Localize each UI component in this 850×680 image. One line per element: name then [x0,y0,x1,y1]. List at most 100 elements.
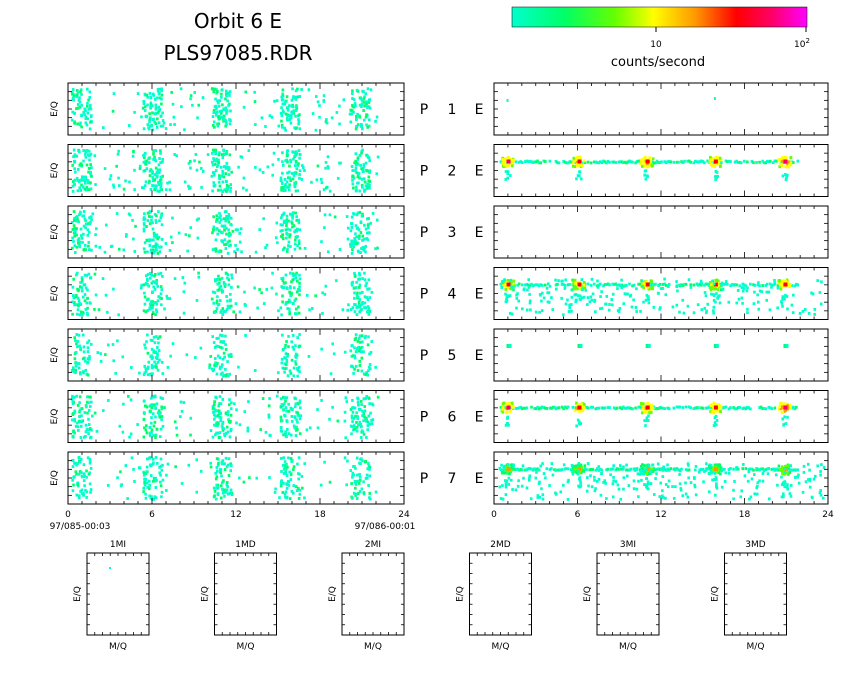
data-cell [284,406,288,410]
data-cell [87,472,91,476]
data-cell [551,308,555,312]
data-cell [352,406,355,409]
data-cell [350,281,354,285]
data-cell [153,155,156,159]
data-cell [501,283,505,287]
data-cell [580,402,583,406]
data-cell [293,299,297,302]
data-cell [96,351,100,355]
data-cell [355,497,359,500]
data-cell [282,402,286,406]
data-cell [296,411,300,415]
data-cell [349,469,353,472]
data-cell [142,411,146,415]
data-cell [285,486,289,490]
data-cell [142,283,146,287]
data-cell [292,491,295,495]
data-cell [74,368,78,372]
data-cell [117,176,120,180]
data-cell [260,291,263,295]
data-cell [74,470,78,474]
data-cell [73,409,77,413]
data-cell [298,281,301,285]
data-cell [675,405,679,409]
data-cell [295,290,299,294]
data-cell [721,406,725,410]
data-cell [791,405,795,409]
data-cell [350,222,353,226]
data-cell [151,457,155,461]
data-cell [585,468,588,472]
data-cell [224,106,228,110]
row-label-number: 6 [448,410,457,426]
data-cell [338,122,341,126]
data-cell [574,286,578,290]
data-cell [228,90,232,94]
data-cell [151,462,155,466]
data-cell [331,405,334,409]
data-cell [76,483,80,487]
data-cell [217,122,221,126]
data-cell [83,293,87,296]
data-cell [284,228,288,232]
data-cell [285,154,289,158]
data-cell [152,434,155,437]
data-cell [780,282,783,286]
data-cell [217,412,221,415]
data-cell [82,149,86,153]
data-cell [156,237,159,241]
data-cell [118,424,122,428]
data-cell [142,417,146,421]
data-cell [669,160,673,164]
data-cell [506,278,510,282]
data-cell [646,297,650,301]
data-cell [150,430,153,434]
data-cell [367,335,370,339]
data-cell [159,216,163,220]
data-cell [88,355,91,358]
data-cell [360,127,364,131]
data-cell [80,103,83,107]
data-cell [288,233,292,237]
data-cell [80,471,83,475]
data-cell [286,354,289,358]
data-cell [578,170,582,174]
data-cell [368,465,372,469]
data-cell [557,161,561,165]
data-cell [290,489,294,493]
data-cell [658,405,662,409]
data-cell [351,174,355,178]
data-cell [74,216,78,219]
data-cell [706,406,709,410]
data-cell [501,279,504,283]
data-cell [225,373,229,377]
data-cell [227,217,230,221]
data-cell [323,226,326,230]
data-cell [768,159,772,163]
data-cell [212,225,216,229]
data-cell [757,307,760,311]
data-cell [640,158,643,162]
data-cell [264,430,268,434]
data-cell [642,286,645,290]
data-cell [605,283,608,286]
data-cell [660,406,663,410]
data-cell [267,404,271,408]
data-cell [152,184,156,188]
data-cell [545,467,549,471]
data-cell [740,286,744,290]
data-cell [143,184,147,188]
data-cell [294,360,297,364]
data-cell [285,95,289,99]
data-cell [260,116,264,120]
data-cell [646,175,649,179]
data-cell [560,405,564,409]
data-cell [132,149,135,153]
data-cell [78,470,82,473]
data-cell [358,461,361,465]
data-cell [78,313,82,317]
data-cell [362,480,365,484]
data-cell [95,429,99,433]
data-cell [227,220,231,224]
